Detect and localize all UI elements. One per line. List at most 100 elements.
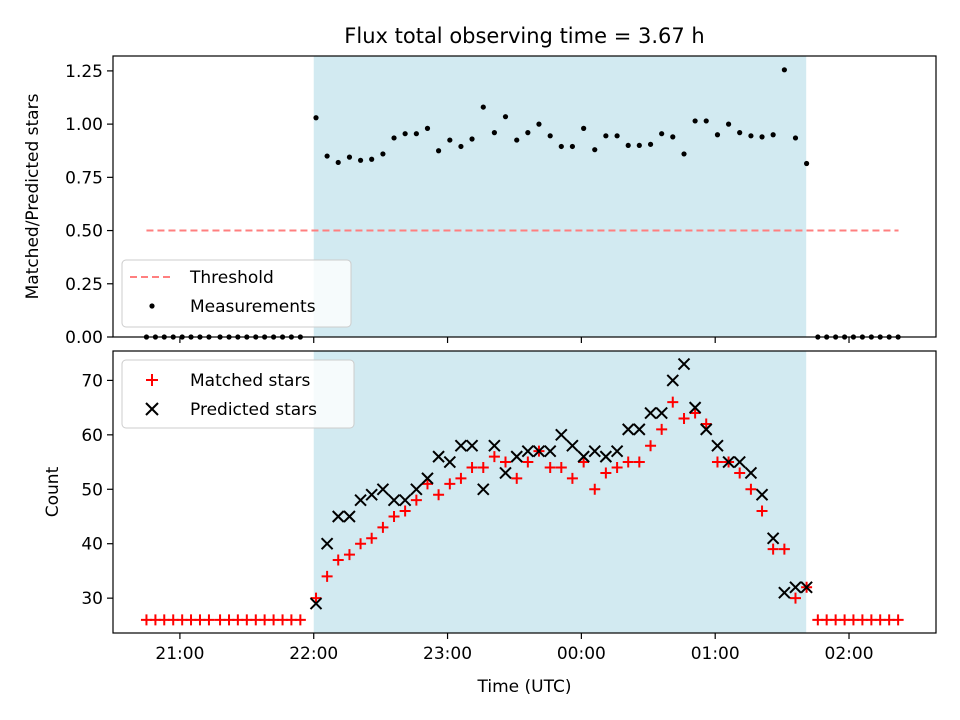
predicted-star-marker [789,581,802,594]
matched-star-marker [711,456,723,468]
matched-star-marker [767,543,779,555]
matched-star-marker [892,614,904,626]
top-y-axis-ticks: 0.00 0.25 0.50 0.75 1.00 1.25 [65,62,113,348]
measurement-point [659,131,665,137]
matched-star-marker [511,472,523,484]
predicted-star-marker [532,444,546,458]
predicted-star-marker [700,423,713,436]
predicted-star-marker [432,450,445,463]
matched-star-marker [645,440,657,452]
measurement-point [670,134,676,140]
matched-star-marker [332,554,344,566]
matched-star-marker [433,489,445,501]
measurement-point [581,125,587,131]
measurement-point [380,151,386,157]
measurement-point [681,151,687,157]
measurement-point [703,118,709,124]
measurement-point [625,142,631,149]
measurement-point [737,130,743,136]
bottom-y-axis-label: Count [43,466,63,517]
predicted-star-marker [555,428,568,442]
measurement-point [781,67,787,73]
measurement-point [391,135,397,141]
matched-star-marker [689,407,701,419]
measurement-point [324,153,330,159]
measurement-point [313,115,319,121]
x-tick-label: 02:00 [825,644,874,664]
top-legend-box [121,259,352,328]
bottom-y-tick-label: 30 [81,589,103,609]
top-y-tick-label: 1.25 [65,62,103,82]
measurement-point [424,125,431,131]
bottom-axes-frame [112,350,937,634]
predicted-star-marker [599,450,613,463]
x-tick-label: 21:00 [155,644,204,664]
top-y-tick-label: 0.75 [65,168,103,188]
matched-star-marker [321,570,333,582]
threshold-legend-label: Threshold [189,268,274,288]
matched-star-marker [310,592,322,604]
bottom-x-axis-ticks: 21:00 22:00 23:00 00:00 01:00 02:00 [155,633,874,664]
predicted-star-marker [800,581,813,594]
predicted-star-marker [421,472,434,485]
predicted-star-marker [744,466,758,480]
matched-star-marker [589,483,601,495]
top-y-tick-label: 0.00 [65,328,103,348]
x-tick-label: 01:00 [691,644,740,664]
matched-star-marker [388,510,400,522]
matched-star-marker [566,472,578,484]
predicted-star-marker [477,483,490,496]
predicted-star-marker [688,401,702,414]
predicted-star-marker [610,444,624,458]
predicted-star-marker [711,439,724,452]
measurement-point [592,147,598,153]
measurement-point [748,133,754,139]
predicted-star-marker [343,510,356,523]
matched-star-marker [656,423,668,435]
bottom-observing-window [313,351,807,633]
measurement-point [458,143,464,150]
predicted-star-marker [499,466,512,480]
predicted-star-marker [521,444,535,458]
matched-star-marker [600,467,612,479]
matched-star-marker [745,483,757,495]
predicted-star-marker [722,455,735,469]
measurement-point [413,131,419,137]
x-tick-label: 23:00 [423,644,472,664]
matched-star-marker [421,478,433,490]
measurement-point [469,136,475,142]
measurement-point [514,137,520,143]
matched-star-marker [488,451,500,463]
top-panel: 0.00 0.25 0.50 0.75 1.00 1.25 Matched/Predict… [23,55,937,348]
predicted-star-marker [622,423,635,436]
predicted-star-marker [320,537,334,550]
x-tick-label: 00:00 [557,644,606,664]
matched-star-marker [522,456,534,468]
measurement-point [636,142,642,149]
measurement-point [614,133,620,139]
measurement-point [480,104,486,110]
predicted-star-marker [755,488,769,501]
matched-star-marker [377,521,389,533]
matched-star-marker [444,478,456,490]
measurement-point [569,143,576,150]
bottom-y-axis-ticks: 30 40 50 60 70 [81,371,113,609]
measurement-point [525,130,531,136]
predicted-star-marker [666,374,679,387]
measurement-point [402,131,408,137]
measurement-point [447,137,453,143]
predicted-star-marker [577,450,590,463]
top-y-tick-label: 0.25 [65,275,103,295]
matched-star-marker [667,396,679,408]
predicted-legend-label: Predicted stars [190,400,317,420]
bottom-y-tick-label: 50 [81,480,103,500]
predicted-star-marker [566,439,579,452]
predicted-star-marker [644,406,657,420]
matched-star-marker [466,462,478,474]
predicted-star-marker [410,483,423,496]
top-y-tick-label: 0.50 [65,222,103,242]
predicted-star-marker [376,483,390,496]
measurement-point [692,118,698,124]
measurement-point [714,132,721,138]
predicted-star-marker [354,493,367,507]
